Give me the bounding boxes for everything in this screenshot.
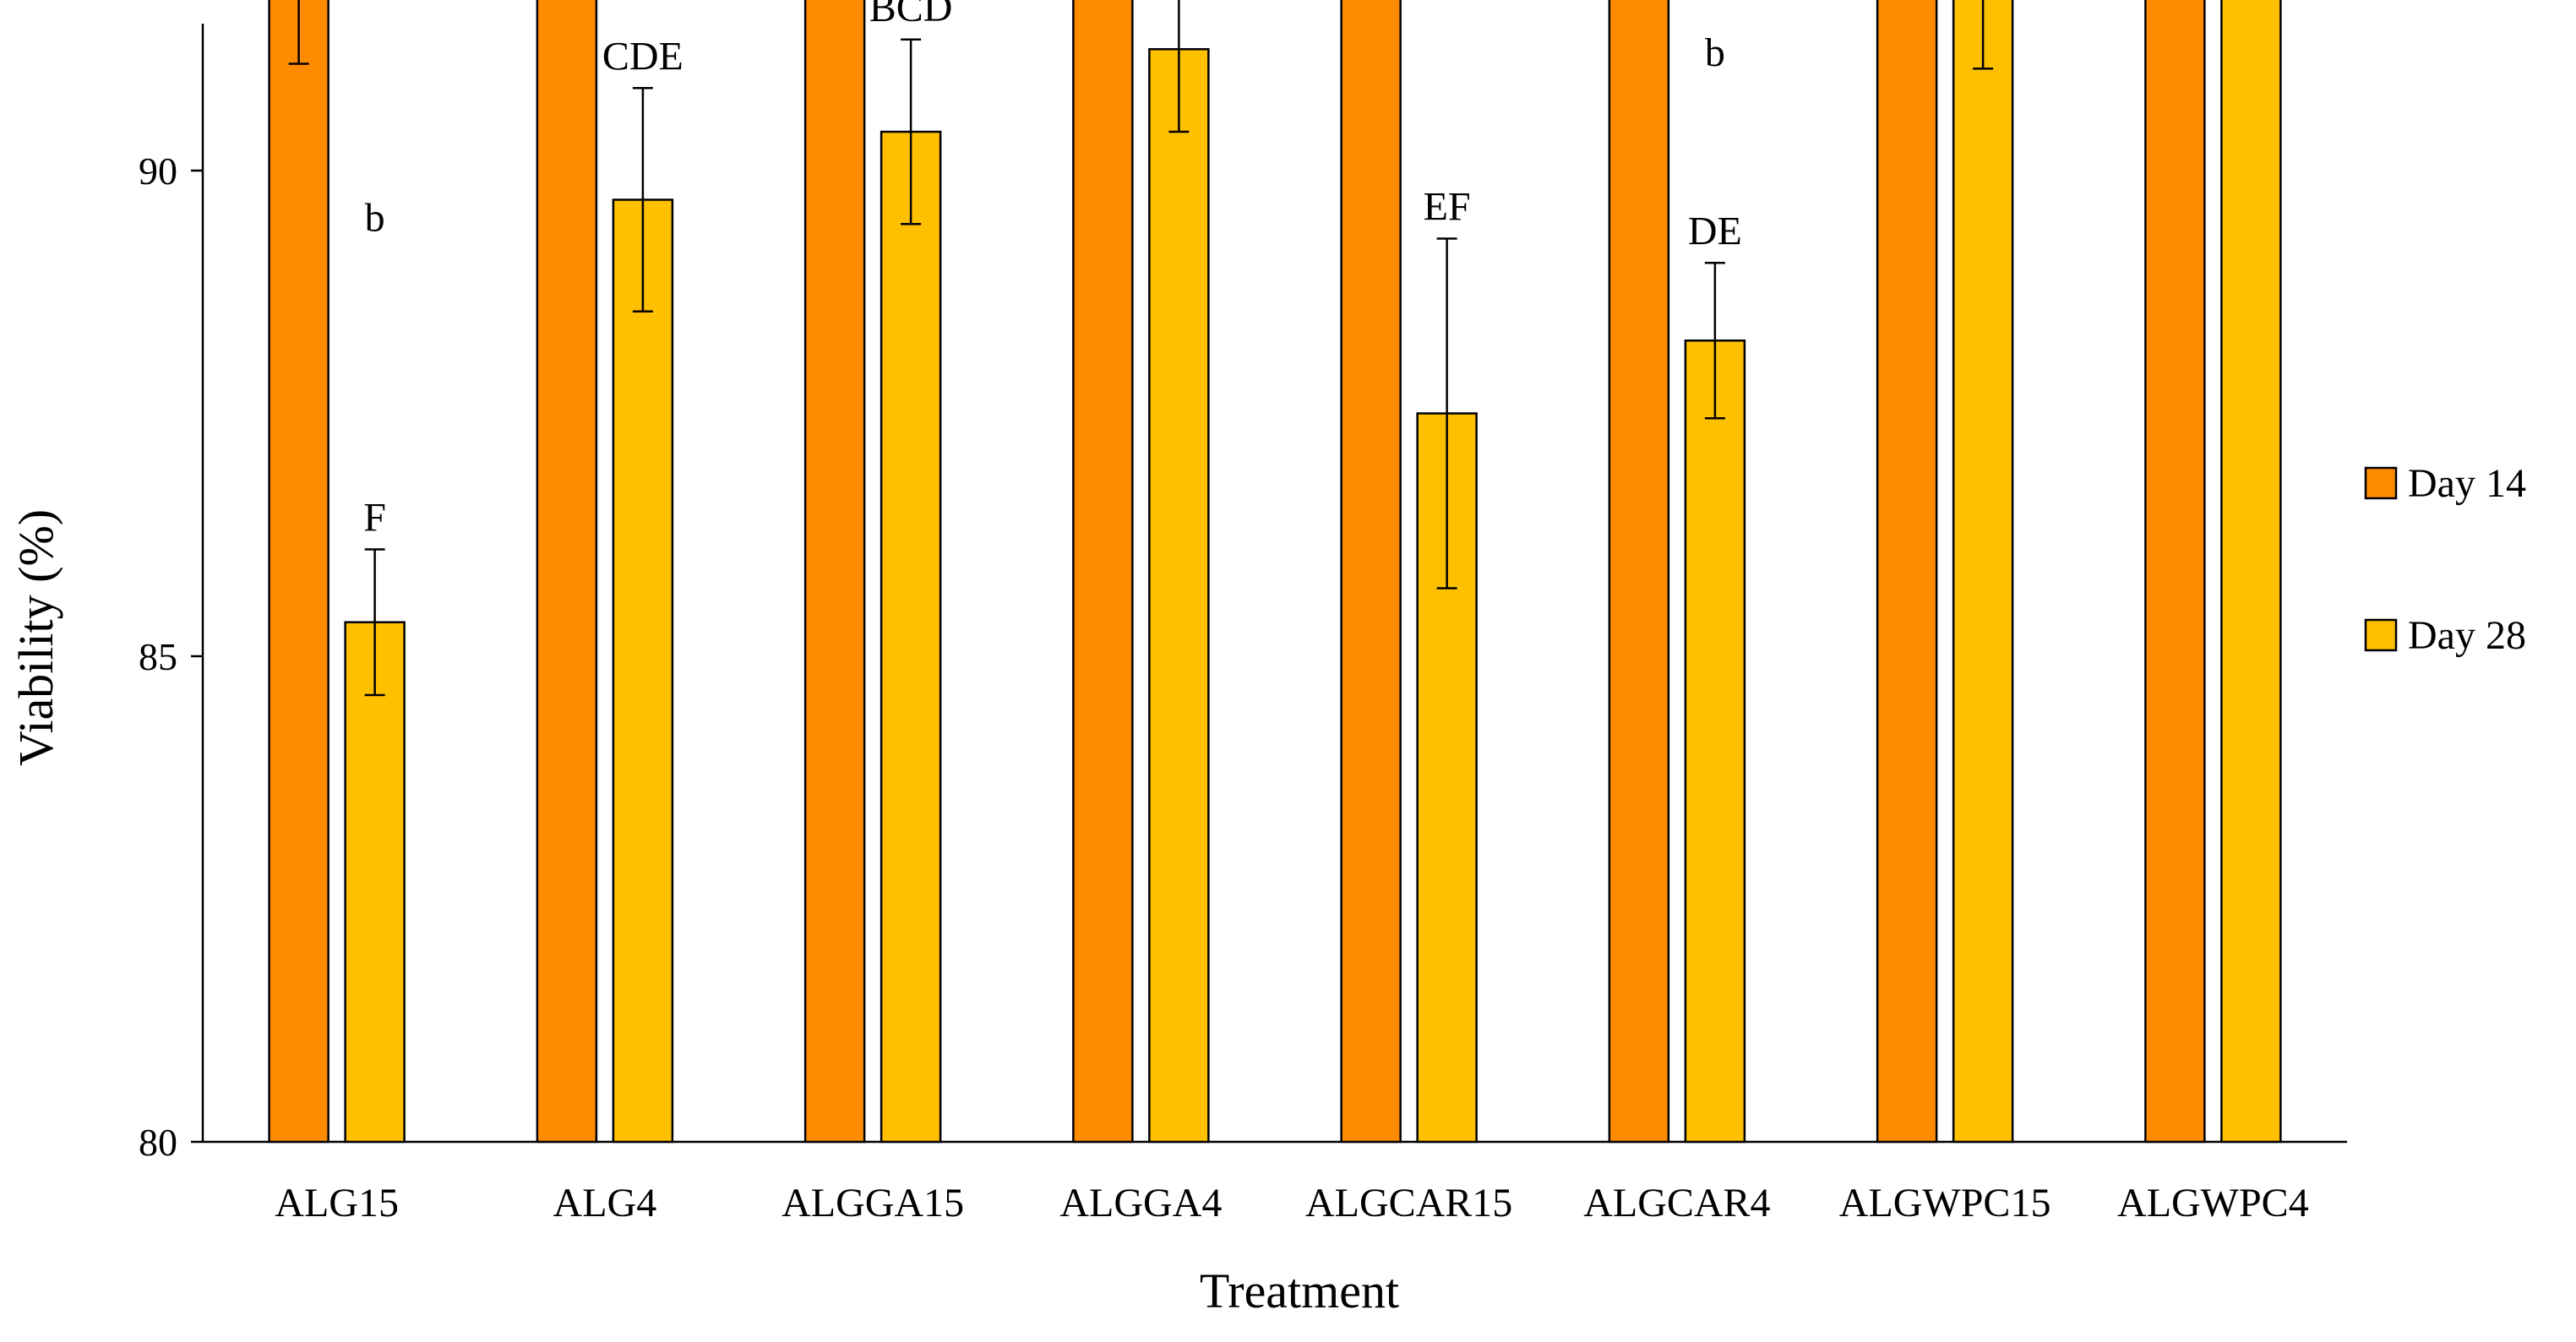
bar-day14-algwpc15: [1876, 0, 1938, 1144]
bar-day14-algcar15: [1340, 0, 1402, 1144]
bar-day28-alg4: [612, 198, 674, 1144]
bar-day28-algga15: [880, 130, 942, 1144]
x-category-label: ALG4: [553, 1181, 657, 1225]
significance-letter-lower: b: [1705, 30, 1725, 75]
bar-day14-algga4: [1072, 0, 1134, 1144]
y-axis-title: Viability (%): [8, 509, 63, 766]
y-tick-label: 80: [139, 1121, 177, 1164]
x-category-label: ALGGA4: [1059, 1181, 1222, 1225]
significance-letter-upper: EF: [1424, 185, 1471, 230]
y-tick-label: 85: [139, 635, 177, 678]
x-category-label: ALGCAR4: [1583, 1181, 1770, 1225]
bar-day14-algga15: [803, 0, 866, 1144]
x-category-label: ALGWPC15: [1839, 1181, 2051, 1225]
x-category-label: ALGCAR15: [1305, 1181, 1512, 1225]
bar-day28-alg15: [344, 621, 406, 1144]
bar-day28-algga4: [1148, 48, 1210, 1144]
bar-day14-algwpc4: [2144, 0, 2206, 1144]
significance-letter-upper: BCD: [869, 0, 953, 30]
bar-day14-algcar4: [1608, 0, 1670, 1144]
legend-swatch-day28: [2364, 618, 2398, 652]
significance-letter-upper: F: [363, 496, 386, 541]
significance-letter-upper: CDE: [602, 34, 683, 79]
legend-label-day14: Day 14: [2408, 461, 2526, 506]
bar-day28-algwpc4: [2220, 0, 2282, 1144]
y-tick-label: 90: [139, 149, 177, 193]
legend-label-day28: Day 28: [2408, 613, 2526, 658]
legend-swatch-day14: [2364, 466, 2398, 500]
x-category-label: ALG15: [275, 1181, 399, 1225]
x-axis-title: Treatment: [1200, 1263, 1399, 1318]
bar-day14-alg4: [536, 0, 598, 1144]
bar-day14-alg15: [268, 0, 329, 1144]
x-category-label: ALGWPC4: [2117, 1181, 2309, 1225]
x-category-label: ALGGA15: [782, 1181, 964, 1225]
significance-letter-lower: b: [365, 196, 385, 241]
bar-day28-algwpc15: [1952, 0, 2014, 1144]
bar-day28-algcar4: [1684, 340, 1746, 1144]
significance-letter-upper: DE: [1688, 209, 1742, 253]
